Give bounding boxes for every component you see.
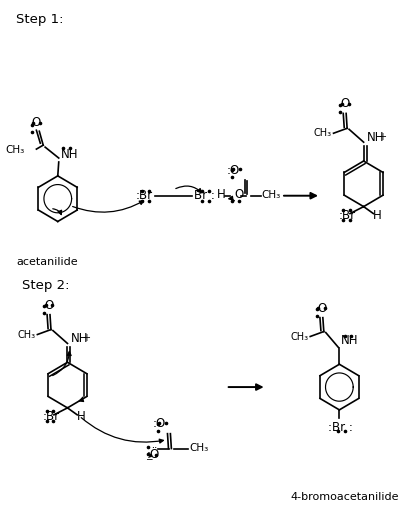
Text: NH: NH: [341, 334, 359, 347]
Text: CH₃: CH₃: [190, 442, 209, 451]
Text: :O: :O: [152, 416, 166, 429]
Text: +: +: [82, 333, 90, 343]
Text: :Br: :Br: [136, 189, 153, 202]
Text: NH: NH: [61, 148, 78, 161]
Text: :O: :O: [227, 164, 240, 177]
Text: O: O: [32, 116, 41, 129]
Text: O: O: [317, 301, 326, 314]
Text: CH₃: CH₃: [314, 128, 332, 138]
Text: :Ö: :Ö: [146, 447, 159, 460]
Text: Step 1:: Step 1:: [16, 13, 63, 26]
Text: NH: NH: [70, 332, 88, 345]
Text: :Br: :Br: [42, 410, 60, 423]
Text: :Br: :Br: [339, 209, 356, 222]
Text: acetanilide: acetanilide: [16, 257, 77, 267]
Text: H: H: [373, 209, 382, 222]
Text: NH: NH: [367, 131, 384, 144]
Text: CH₃: CH₃: [5, 145, 25, 155]
Text: O: O: [44, 298, 54, 311]
Text: H: H: [217, 188, 225, 201]
Text: :Br :: :Br :: [328, 420, 353, 433]
Text: H: H: [77, 410, 86, 423]
Text: Br :: Br :: [194, 189, 215, 202]
Text: Step 2:: Step 2:: [22, 278, 69, 291]
Text: −: −: [145, 453, 153, 463]
Text: 4-bromoacetanilide: 4-bromoacetanilide: [290, 491, 398, 501]
Text: O: O: [234, 188, 244, 201]
Text: CH₃: CH₃: [262, 189, 281, 199]
Text: CH₃: CH₃: [17, 329, 35, 339]
Text: CH₃: CH₃: [290, 331, 308, 341]
Text: +: +: [378, 132, 386, 142]
Text: O: O: [341, 97, 350, 110]
